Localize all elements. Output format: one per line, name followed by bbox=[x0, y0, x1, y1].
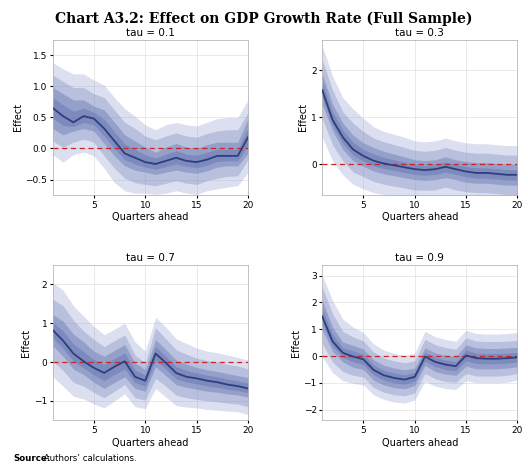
X-axis label: Quarters ahead: Quarters ahead bbox=[112, 438, 188, 448]
X-axis label: Quarters ahead: Quarters ahead bbox=[382, 212, 458, 222]
Title: tau = 0.7: tau = 0.7 bbox=[126, 253, 175, 263]
Title: tau = 0.3: tau = 0.3 bbox=[395, 28, 444, 37]
Text: Chart A3.2: Effect on GDP Growth Rate (Full Sample): Chart A3.2: Effect on GDP Growth Rate (F… bbox=[55, 12, 473, 26]
Text: Source:: Source: bbox=[13, 454, 51, 463]
Y-axis label: Effect: Effect bbox=[290, 329, 300, 357]
Title: tau = 0.9: tau = 0.9 bbox=[395, 253, 444, 263]
Y-axis label: Effect: Effect bbox=[298, 103, 308, 131]
Y-axis label: Effect: Effect bbox=[21, 329, 31, 357]
Title: tau = 0.1: tau = 0.1 bbox=[126, 28, 175, 37]
X-axis label: Quarters ahead: Quarters ahead bbox=[112, 212, 188, 222]
Text: Authors’ calculations.: Authors’ calculations. bbox=[41, 454, 137, 463]
Y-axis label: Effect: Effect bbox=[13, 103, 23, 131]
X-axis label: Quarters ahead: Quarters ahead bbox=[382, 438, 458, 448]
